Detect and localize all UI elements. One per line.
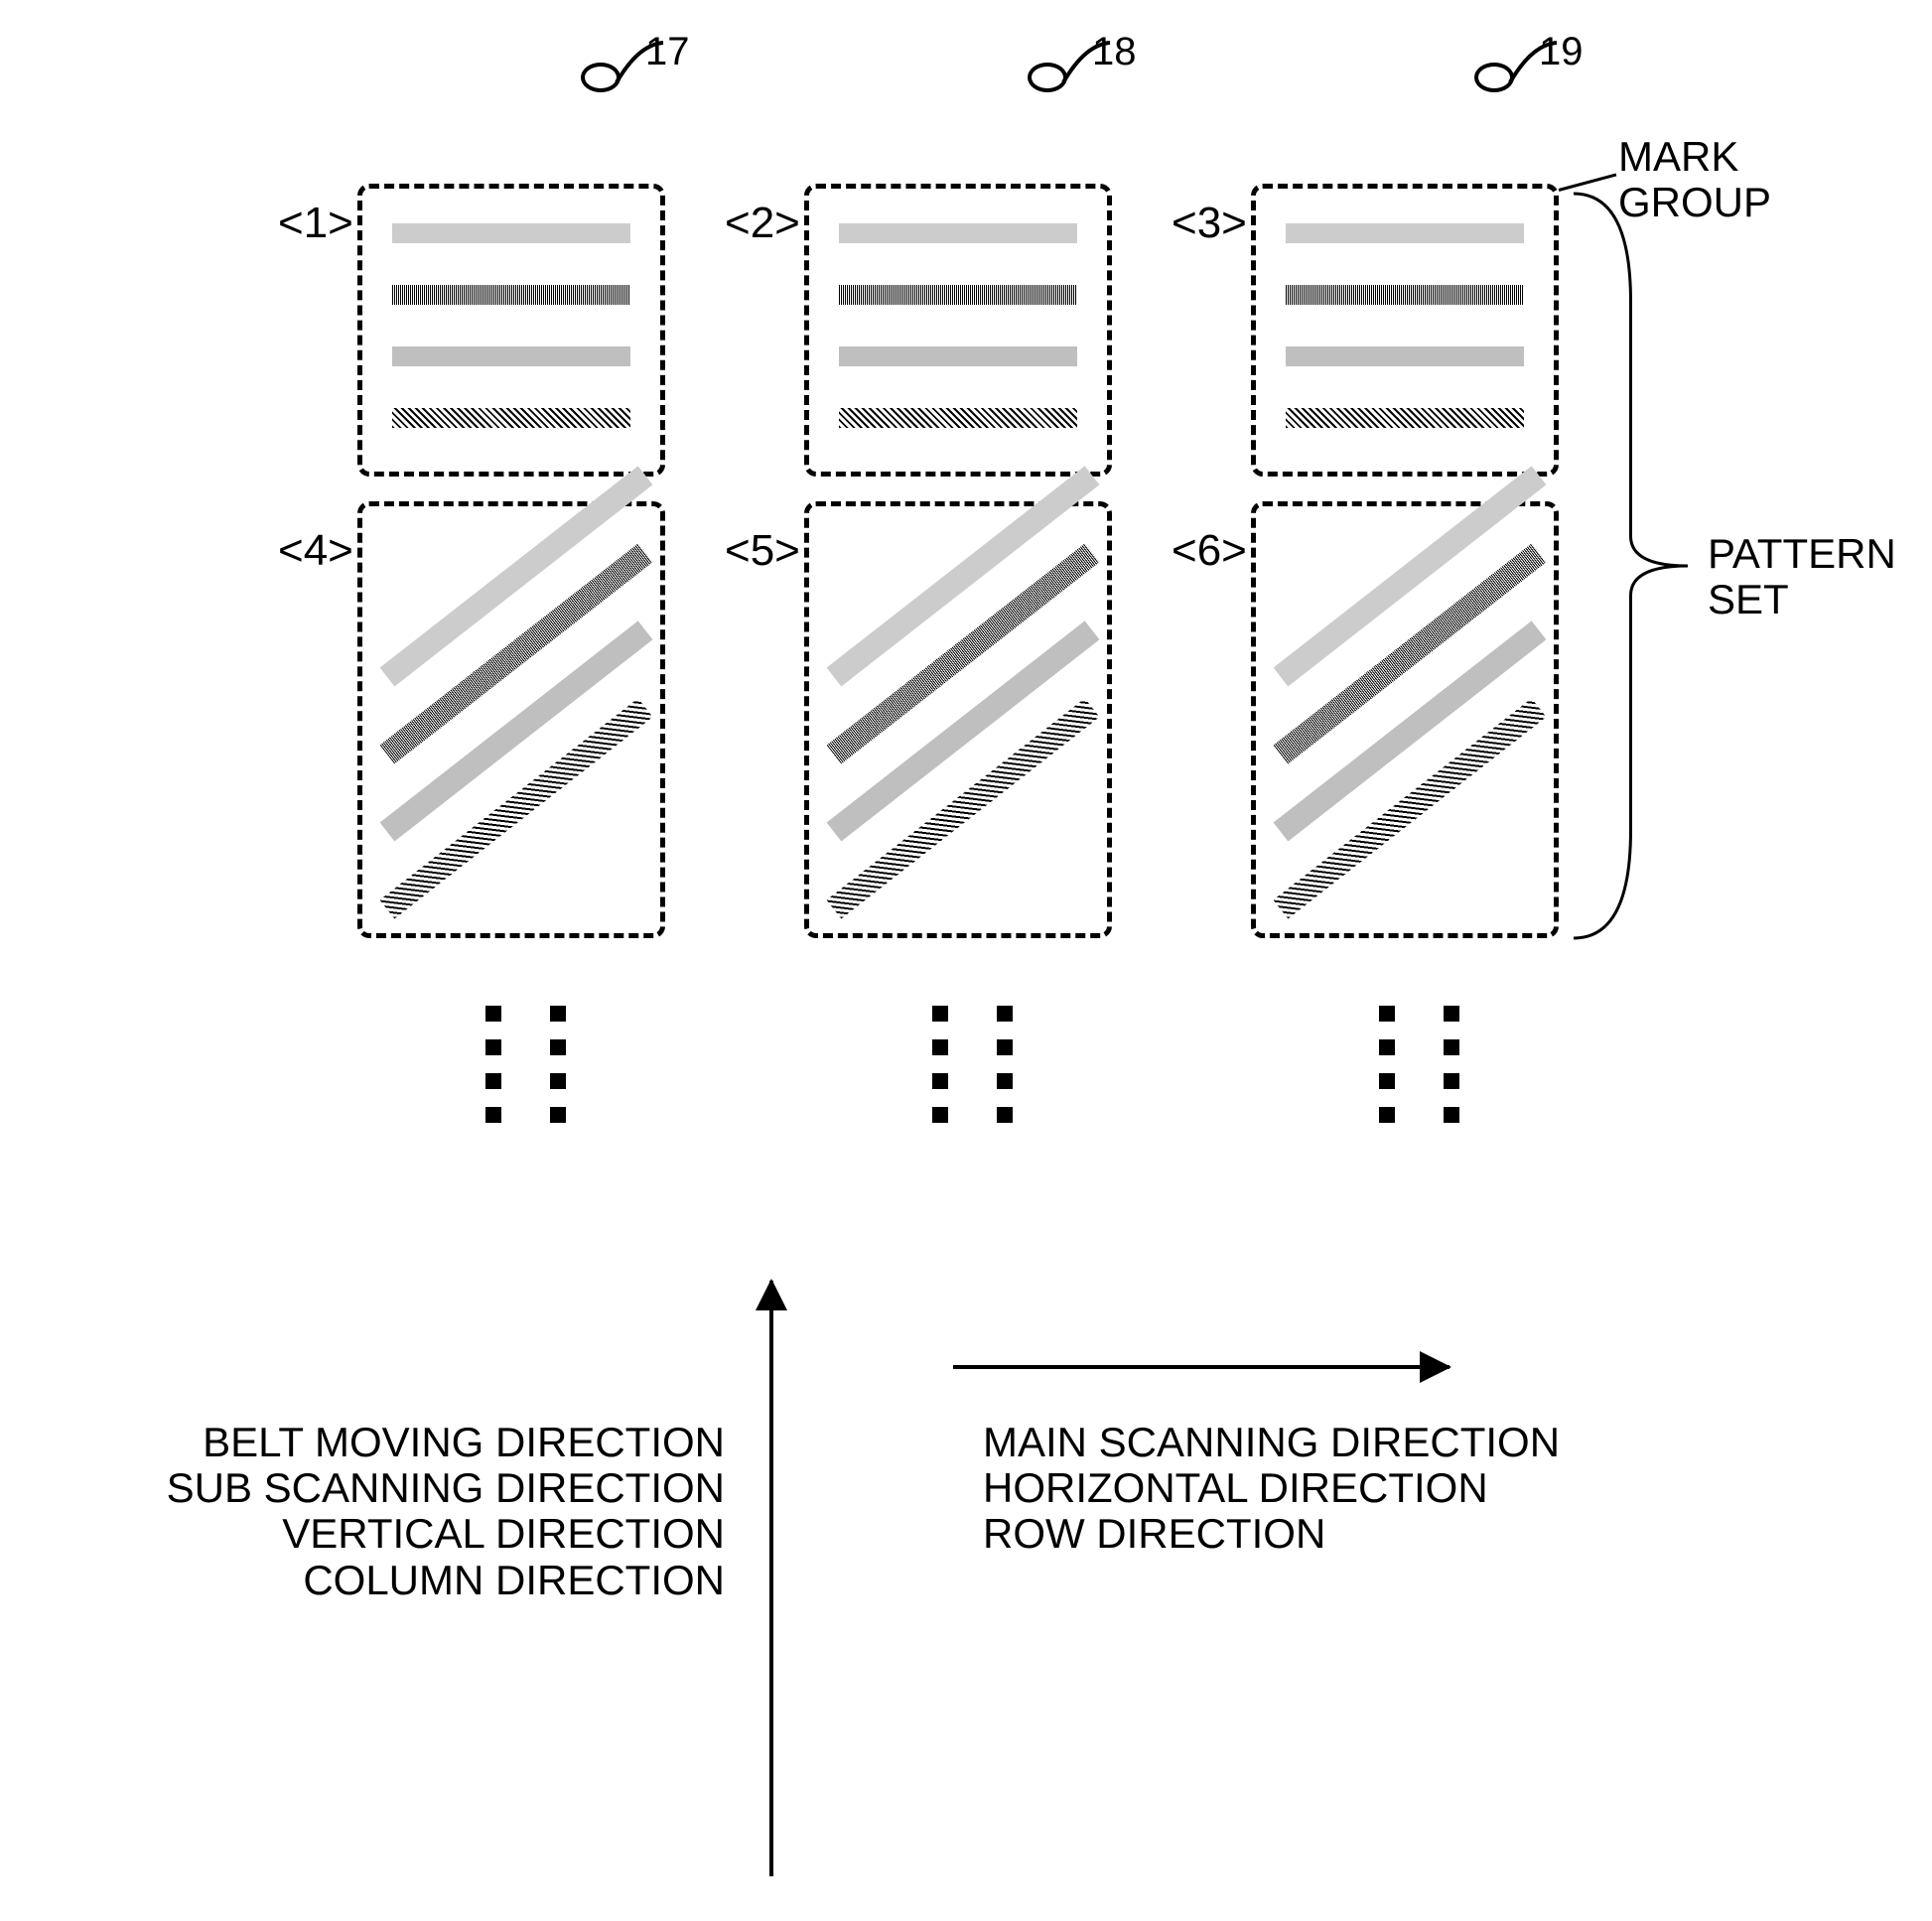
mark-group-label: <2> bbox=[725, 199, 800, 248]
mark-bar bbox=[1286, 408, 1524, 428]
mark-bar bbox=[392, 408, 630, 428]
mark-group-label: <5> bbox=[725, 526, 800, 576]
mark-bar bbox=[839, 408, 1077, 428]
vertical-direction-labels: BELT MOVING DIRECTIONSUB SCANNING DIRECT… bbox=[30, 1420, 725, 1603]
horizontal-direction-labels: MAIN SCANNING DIRECTIONHORIZONTAL DIRECT… bbox=[983, 1420, 1560, 1558]
mark-group-label: <4> bbox=[278, 526, 353, 576]
mark-bar bbox=[839, 346, 1077, 366]
pattern-set-text: PATTERNSET bbox=[1708, 531, 1896, 622]
continuation-dots bbox=[1442, 988, 1461, 1147]
mark-group-label: <6> bbox=[1172, 526, 1247, 576]
mark-bar bbox=[1286, 346, 1524, 366]
mark-group-label: <3> bbox=[1172, 199, 1247, 248]
mark-bar bbox=[392, 223, 630, 243]
mark-bar bbox=[392, 346, 630, 366]
mark-bar bbox=[1286, 285, 1524, 305]
pattern-set-brace bbox=[1574, 189, 1727, 963]
continuation-dots bbox=[548, 988, 568, 1147]
horizontal-arrow bbox=[953, 1365, 1449, 1369]
mark-bar bbox=[839, 285, 1077, 305]
sensor-number: 18 bbox=[1092, 30, 1137, 74]
continuation-dots bbox=[1377, 988, 1397, 1147]
sensor-number: 17 bbox=[645, 30, 690, 74]
mark-bar bbox=[839, 223, 1077, 243]
continuation-dots bbox=[930, 988, 950, 1147]
continuation-dots bbox=[483, 988, 503, 1147]
sensor-number: 19 bbox=[1539, 30, 1584, 74]
continuation-dots bbox=[995, 988, 1015, 1147]
vertical-arrow bbox=[769, 1281, 773, 1876]
mark-bar bbox=[392, 285, 630, 305]
mark-group-label: <1> bbox=[278, 199, 353, 248]
mark-bar bbox=[1286, 223, 1524, 243]
